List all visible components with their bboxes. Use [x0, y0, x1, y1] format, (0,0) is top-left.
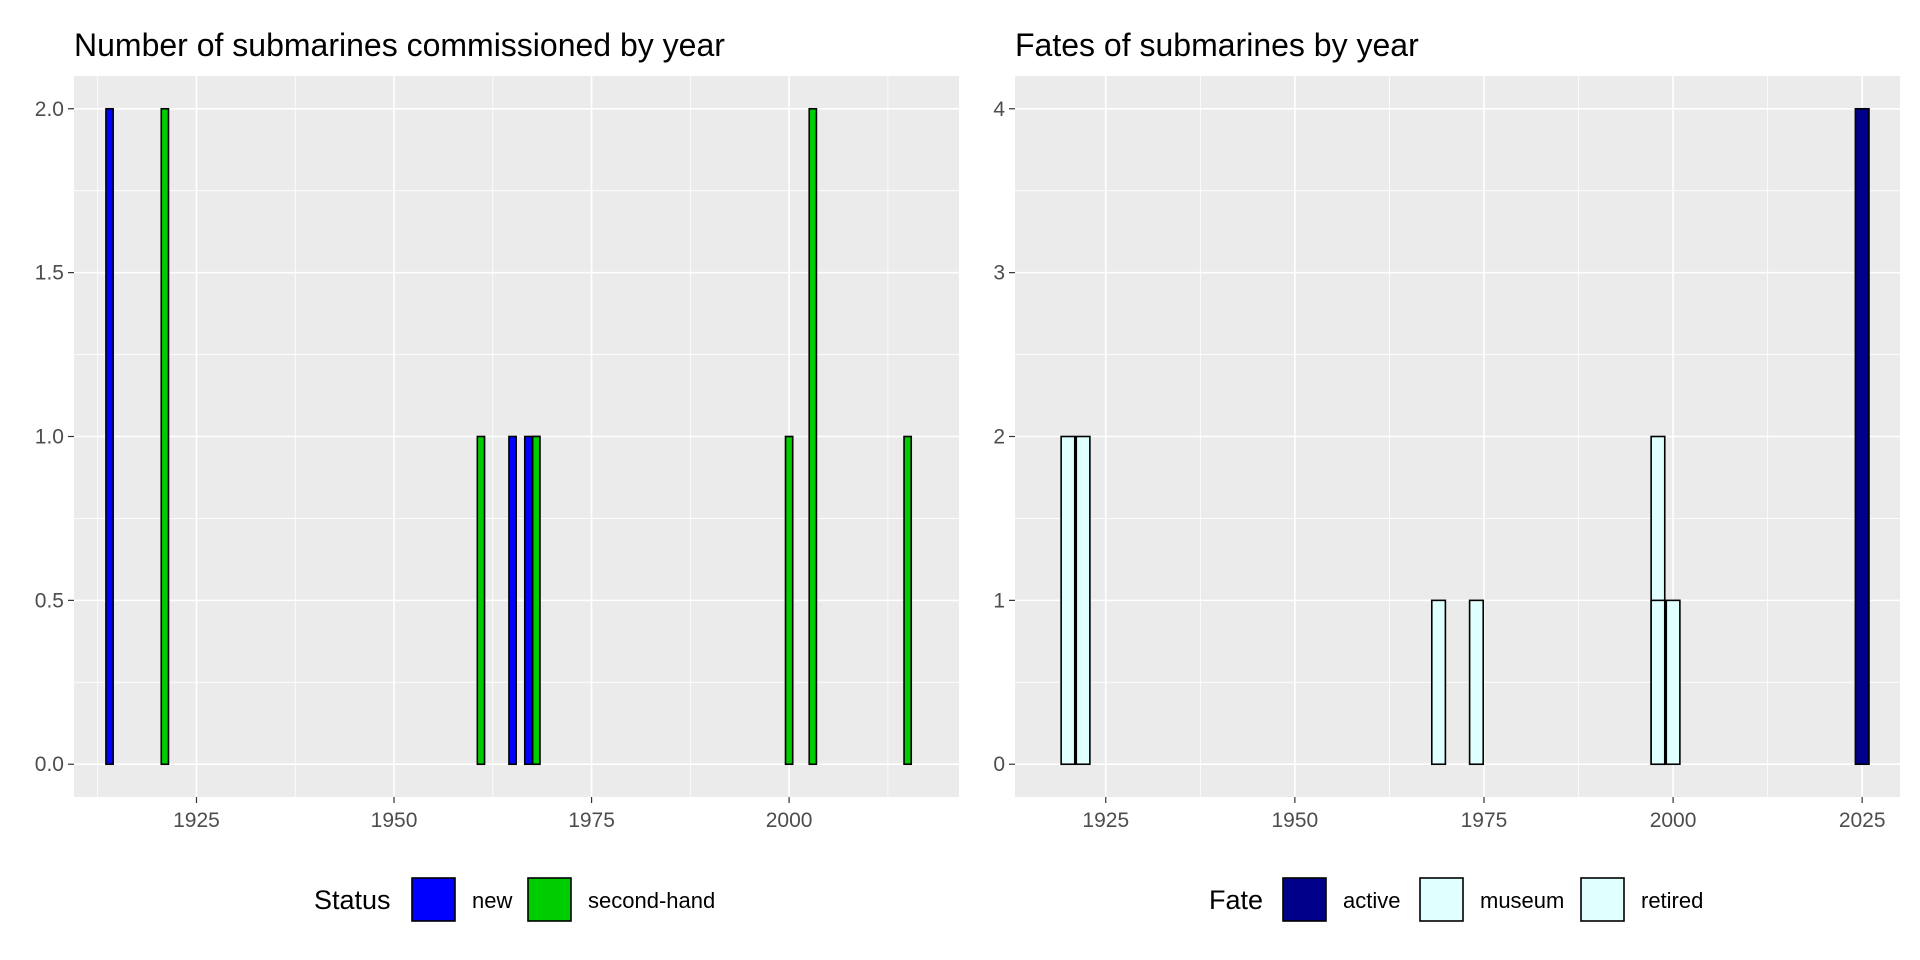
legend-key: [1580, 877, 1625, 922]
y-tick-label: 4: [993, 98, 1005, 121]
bar: [903, 435, 913, 766]
chart-title: Fates of submarines by year: [1015, 27, 1419, 63]
y-tick-label: 0.0: [35, 753, 64, 776]
bar: [1665, 599, 1681, 766]
bar: [1854, 107, 1870, 766]
bar: [1060, 435, 1076, 766]
bar: [808, 107, 818, 766]
legend-title: Fate: [1209, 885, 1263, 915]
y-tick-label: 1.0: [35, 426, 64, 449]
x-tick-label: 2000: [766, 809, 813, 832]
chart-panel-2: Fates of submarines by year 1925 1950 1975 2…: [993, 27, 1900, 922]
bar: [508, 435, 517, 766]
x-tick-label: 1975: [1461, 809, 1508, 832]
x-tick-label: 1975: [568, 809, 615, 832]
x-tick-label: 2025: [1839, 809, 1886, 832]
legend-label: new: [472, 888, 512, 913]
y-tick-label: 0: [993, 753, 1005, 776]
bar: [476, 435, 486, 766]
legend-label: second-hand: [588, 888, 715, 913]
legend-key: [527, 877, 572, 922]
bar: [531, 435, 541, 766]
legend-label: active: [1343, 888, 1400, 913]
y-tick-label: 1.5: [35, 262, 64, 285]
x-tick-label: 1950: [1272, 809, 1319, 832]
y-tick-label: 2.0: [35, 98, 64, 121]
x-tick-label: 1950: [371, 809, 418, 832]
x-tick-label: 1925: [173, 809, 220, 832]
chart-panel-1: Number of submarines commissioned by yea…: [35, 27, 959, 922]
bar: [784, 435, 794, 766]
legend-key: [1419, 877, 1464, 922]
bar: [1468, 599, 1485, 766]
bar: [1650, 599, 1666, 766]
y-tick-label: 0.5: [35, 589, 64, 612]
bar: [160, 107, 170, 766]
legend-key: [1282, 877, 1327, 922]
y-tick-label: 2: [993, 426, 1005, 449]
bar: [523, 435, 533, 766]
bar: [105, 107, 114, 766]
y-tick-label: 1: [993, 589, 1005, 612]
x-tick-label: 1925: [1082, 809, 1129, 832]
legend-key: [411, 877, 456, 922]
y-tick-label: 3: [993, 262, 1005, 285]
bar: [1075, 435, 1091, 766]
x-tick-label: 2000: [1650, 809, 1697, 832]
legend-label: museum: [1480, 888, 1564, 913]
legend-title: Status: [314, 885, 391, 915]
bar: [1430, 599, 1447, 766]
legend-label: retired: [1641, 888, 1703, 913]
chart-title: Number of submarines commissioned by yea…: [74, 27, 725, 63]
